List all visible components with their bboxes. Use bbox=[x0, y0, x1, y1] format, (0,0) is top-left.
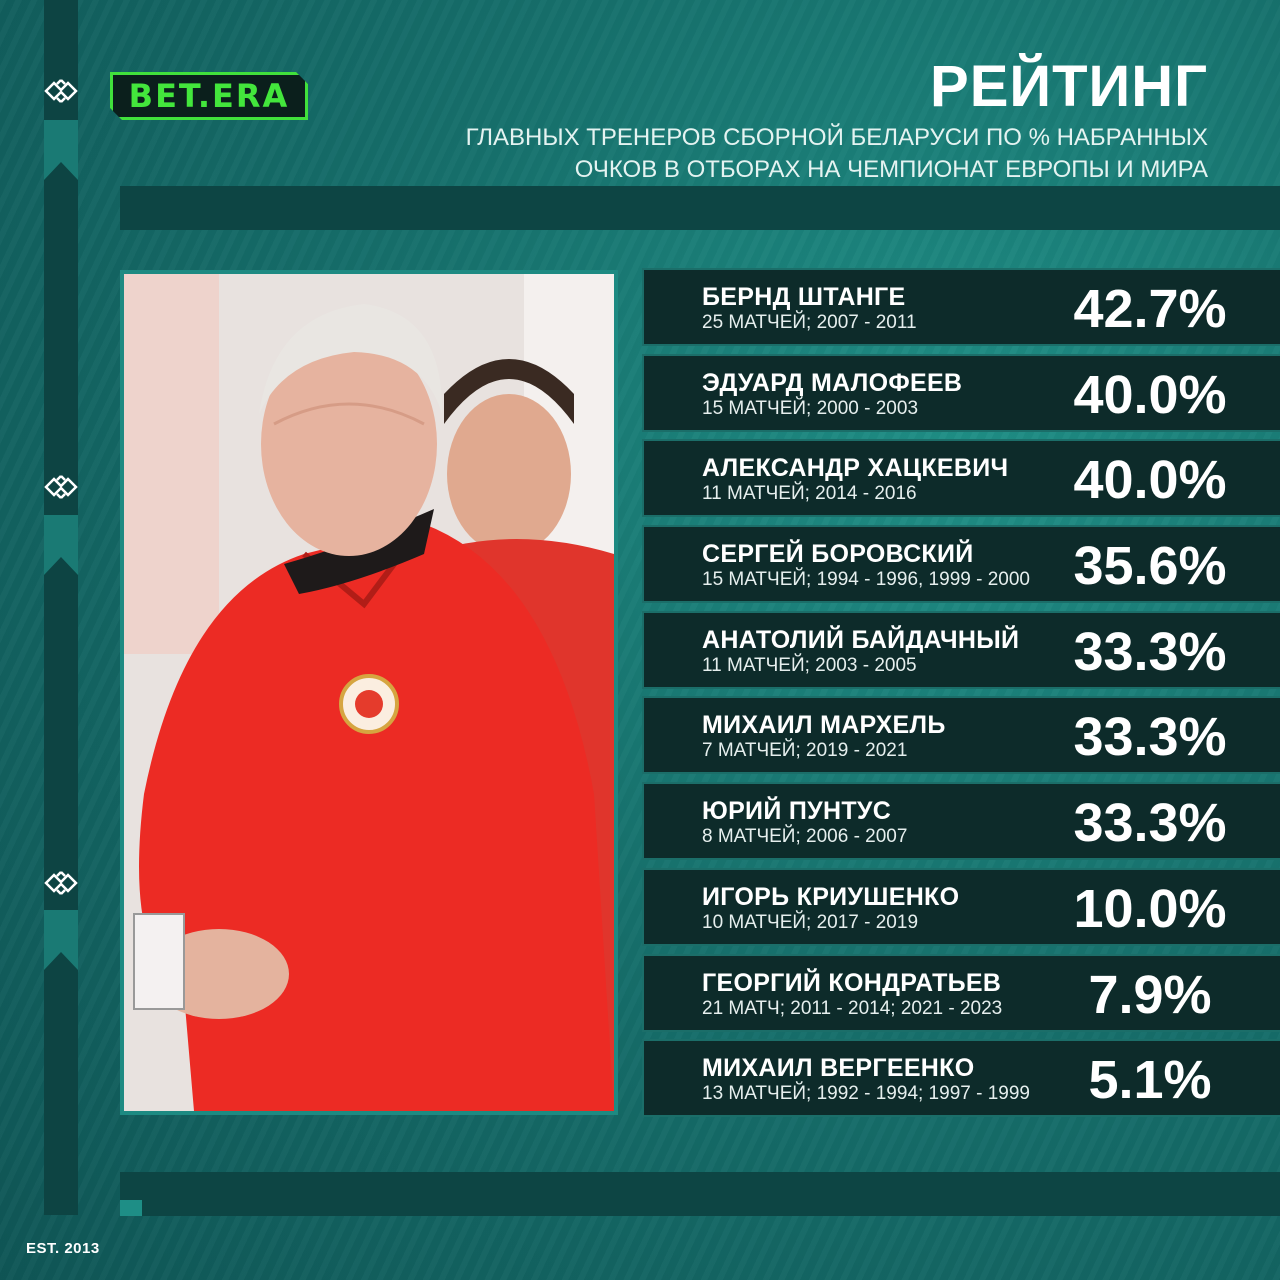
coach-matches-years: 11 МАТЧЕЙ; 2014 - 2016 bbox=[702, 483, 917, 505]
points-percentage: 35.6% bbox=[1073, 536, 1227, 597]
ranking-row: МИХАИЛ МАРХЕЛЬ 7 МАТЧЕЙ; 2019 - 2021 33.3% bbox=[642, 696, 1280, 775]
coach-name: МИХАИЛ МАРХЕЛЬ bbox=[702, 711, 946, 740]
coach-matches-years: 8 МАТЧЕЙ; 2006 - 2007 bbox=[702, 826, 908, 848]
page-subtitle: ГЛАВНЫХ ТРЕНЕРОВ СБОРНОЙ БЕЛАРУСИ ПО % Н… bbox=[466, 122, 1208, 186]
coach-matches-years: 15 МАТЧЕЙ; 1994 - 1996, 1999 - 2000 bbox=[702, 569, 1030, 591]
ranking-row: АНАТОЛИЙ БАЙДАЧНЫЙ 11 МАТЧЕЙ; 2003 - 2005… bbox=[642, 610, 1280, 689]
ornament-icon bbox=[40, 466, 82, 508]
points-percentage: 40.0% bbox=[1073, 364, 1227, 425]
ranking-list: БЕРНД ШТАНГЕ 25 МАТЧЕЙ; 2007 - 2011 42.7% Э… bbox=[642, 268, 1280, 1125]
coach-matches-years: 25 МАТЧЕЙ; 2007 - 2011 bbox=[702, 312, 917, 333]
points-percentage: 33.3% bbox=[1073, 621, 1227, 682]
ornament-icon bbox=[40, 70, 82, 112]
coach-name: ЭДУАРД МАЛОФЕЕВ bbox=[702, 368, 963, 397]
points-percentage: 42.7% bbox=[1073, 279, 1227, 339]
points-percentage: 5.1% bbox=[1088, 1050, 1212, 1111]
coach-name: МИХАИЛ ВЕРГЕЕНКО bbox=[702, 1054, 975, 1083]
ranking-row: АЛЕКСАНДР ХАЦКЕВИЧ 11 МАТЧЕЙ; 2014 - 2016… bbox=[642, 439, 1280, 518]
ranking-row: ИГОРЬ КРИУШЕНКО 10 МАТЧЕЙ; 2017 - 2019 10.… bbox=[642, 867, 1280, 946]
decorative-bar bbox=[120, 1172, 1280, 1216]
coach-matches-years: 15 МАТЧЕЙ; 2000 - 2003 bbox=[702, 397, 919, 419]
coach-name: ИГОРЬ КРИУШЕНКО bbox=[702, 882, 960, 911]
decorative-bar bbox=[120, 186, 1280, 230]
ranking-row: ГЕОРГИЙ КОНДРАТЬЕВ 21 МАТЧ; 2011 - 2014; … bbox=[642, 953, 1280, 1032]
betera-logo: BET.ERA bbox=[110, 72, 308, 120]
coach-photo bbox=[120, 270, 618, 1115]
coach-name: АЛЕКСАНДР ХАЦКЕВИЧ bbox=[702, 454, 1009, 483]
coach-name: СЕРГЕЙ БОРОВСКИЙ bbox=[702, 540, 974, 569]
coach-name: ГЕОРГИЙ КОНДРАТЬЕВ bbox=[702, 968, 1002, 997]
points-percentage: 7.9% bbox=[1088, 964, 1212, 1025]
ornament-icon bbox=[40, 862, 82, 904]
coach-matches-years: 11 МАТЧЕЙ; 2003 - 2005 bbox=[702, 654, 917, 676]
decorative-accent bbox=[120, 1200, 142, 1216]
page-heading: РЕЙТИНГ ГЛАВНЫХ ТРЕНЕРОВ СБОРНОЙ БЕЛАРУС… bbox=[466, 58, 1208, 186]
points-percentage: 33.3% bbox=[1073, 793, 1227, 854]
coach-matches-years: 21 МАТЧ; 2011 - 2014; 2021 - 2023 bbox=[702, 997, 1003, 1019]
coach-matches-years: 7 МАТЧЕЙ; 2019 - 2021 bbox=[702, 740, 908, 762]
coach-name: БЕРНД ШТАНГЕ bbox=[702, 283, 906, 311]
ranking-row: ЭДУАРД МАЛОФЕЕВ 15 МАТЧЕЙ; 2000 - 2003 40.… bbox=[642, 353, 1280, 432]
ranking-row: БЕРНД ШТАНГЕ 25 МАТЧЕЙ; 2007 - 2011 42.7% bbox=[642, 268, 1280, 346]
ranking-row: ЮРИЙ ПУНТУС 8 МАТЧЕЙ; 2006 - 2007 33.3% bbox=[642, 782, 1280, 861]
ranking-row: СЕРГЕЙ БОРОВСКИЙ 15 МАТЧЕЙ; 1994 - 1996, … bbox=[642, 525, 1280, 604]
coach-matches-years: 10 МАТЧЕЙ; 2017 - 2019 bbox=[702, 911, 919, 933]
coach-matches-years: 13 МАТЧЕЙ; 1992 - 1994; 1997 - 1999 bbox=[702, 1083, 1030, 1105]
points-percentage: 33.3% bbox=[1073, 707, 1227, 768]
page-title: РЕЙТИНГ bbox=[930, 54, 1208, 119]
established-label: EST. 2013 bbox=[26, 1240, 100, 1257]
points-percentage: 40.0% bbox=[1073, 450, 1227, 511]
logo-text: BET.ERA bbox=[128, 77, 290, 115]
coach-name: ЮРИЙ ПУНТУС bbox=[702, 797, 892, 826]
subtitle-line: ОЧКОВ В ОТБОРАХ НА ЧЕМПИОНАТ ЕВРОПЫ И МИ… bbox=[574, 156, 1208, 183]
coach-name: АНАТОЛИЙ БАЙДАЧНЫЙ bbox=[702, 625, 1020, 654]
points-percentage: 10.0% bbox=[1073, 878, 1227, 939]
ranking-row: МИХАИЛ ВЕРГЕЕНКО 13 МАТЧЕЙ; 1992 - 1994; … bbox=[642, 1039, 1280, 1118]
left-rail bbox=[44, 0, 78, 1215]
subtitle-line: ГЛАВНЫХ ТРЕНЕРОВ СБОРНОЙ БЕЛАРУСИ ПО % Н… bbox=[465, 124, 1208, 151]
